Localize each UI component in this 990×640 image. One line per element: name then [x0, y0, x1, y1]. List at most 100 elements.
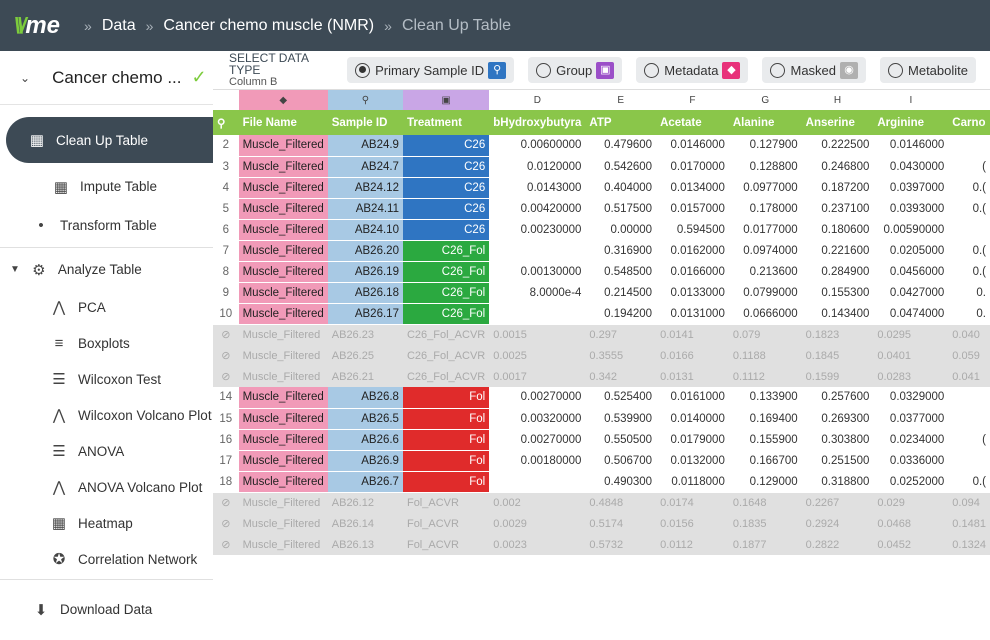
value-cell[interactable]: 0.( [948, 177, 990, 199]
file-name-cell[interactable]: Muscle_Filtered [238, 219, 328, 241]
treatment-cell[interactable]: Fol_ACVR [402, 492, 490, 513]
value-cell[interactable]: 0.094 [948, 492, 990, 513]
sample-id-cell[interactable]: AB26.9 [327, 450, 403, 472]
value-cell[interactable]: 0.( [948, 261, 990, 283]
value-cell[interactable]: 0.0252000 [873, 471, 949, 493]
column-letter[interactable] [948, 90, 990, 110]
sample-id-cell[interactable]: AB26.12 [327, 492, 403, 513]
value-cell[interactable]: 8.0000e-4 [489, 282, 586, 304]
file-name-cell[interactable]: Muscle_Filtered [238, 534, 328, 555]
table-row[interactable]: 14 Muscle_Filtered AB26.8 Fol 0.00270000 0.52… [213, 387, 990, 409]
sidebar-item-anova[interactable]: ☰ ANOVA [0, 433, 213, 469]
value-cell[interactable]: 0.0329000 [873, 387, 949, 409]
value-cell[interactable]: 0.479600 [585, 135, 657, 157]
sample-id-cell[interactable]: AB26.18 [327, 282, 403, 304]
file-name-cell[interactable]: Muscle_Filtered [238, 198, 328, 220]
value-cell[interactable]: 0.490300 [585, 471, 657, 493]
value-cell[interactable]: 0.0174 [656, 492, 729, 513]
row-number[interactable]: 3 [213, 156, 239, 178]
value-cell[interactable]: 0.169400 [728, 408, 802, 430]
value-cell[interactable]: 0.318800 [801, 471, 874, 493]
value-cell[interactable]: 0.040 [948, 324, 990, 345]
sample-id-cell[interactable]: AB26.17 [327, 303, 403, 325]
treatment-cell[interactable]: C26_Fol_ACVR [402, 366, 490, 387]
value-cell[interactable]: 0.00180000 [489, 450, 586, 472]
column-header[interactable]: Arginine [873, 110, 949, 135]
breadcrumb-project[interactable]: Cancer chemo muscle (NMR) [163, 16, 375, 34]
value-cell[interactable]: 0.1599 [801, 366, 874, 387]
app-logo[interactable]: \\/ me [14, 12, 60, 40]
sample-id-cell[interactable]: AB26.5 [327, 408, 403, 430]
value-cell[interactable]: 0.0141 [656, 324, 729, 345]
value-cell[interactable]: 0.594500 [656, 219, 729, 241]
column-letter[interactable]: G [761, 94, 770, 106]
column-letter[interactable]: F [689, 94, 696, 106]
eye-slash-icon[interactable]: ⊘ [213, 492, 239, 513]
table-row[interactable]: 6 Muscle_Filtered AB24.10 C26 0.00230000 0.00… [213, 219, 990, 241]
sample-id-cell[interactable]: AB24.11 [327, 198, 403, 220]
value-cell[interactable]: 0.00270000 [489, 387, 586, 409]
file-name-cell[interactable]: Muscle_Filtered [238, 135, 328, 157]
sidebar-item-anova-volcano-plot[interactable]: ⋀ ANOVA Volcano Plot [0, 469, 213, 505]
sidebar-item-download-data[interactable]: ⬇ Download Data [0, 590, 213, 629]
table-row[interactable]: 2 Muscle_Filtered AB24.9 C26 0.00600000 0.479… [213, 135, 990, 157]
value-cell[interactable]: 0.00130000 [489, 261, 586, 283]
value-cell[interactable]: 0.133900 [728, 387, 802, 409]
row-number[interactable]: 17 [213, 450, 239, 472]
value-cell[interactable]: 0.0029 [489, 513, 586, 534]
value-cell[interactable]: 0.1481 [948, 513, 990, 534]
file-name-cell[interactable]: Muscle_Filtered [238, 261, 328, 283]
treatment-cell[interactable]: C26_Fol [402, 261, 490, 283]
value-cell[interactable]: 0.0205000 [873, 240, 949, 262]
value-cell[interactable]: 0. [948, 303, 990, 325]
value-cell[interactable] [948, 387, 990, 409]
table-row[interactable]: 16 Muscle_Filtered AB26.6 Fol 0.00270000 0.55… [213, 429, 990, 451]
column-header[interactable]: Alanine [728, 110, 802, 135]
treatment-cell[interactable]: Fol [402, 429, 490, 451]
value-cell[interactable]: 0.129000 [728, 471, 802, 493]
value-cell[interactable]: 0.506700 [585, 450, 657, 472]
value-cell[interactable]: 0.0162000 [656, 240, 729, 262]
treatment-cell[interactable]: C26 [402, 156, 490, 178]
value-cell[interactable]: 0.0118000 [656, 471, 729, 493]
sidebar-item-impute-table[interactable]: ▦ Impute Table [0, 167, 213, 206]
value-cell[interactable]: 0.0666000 [728, 303, 802, 325]
table-row[interactable]: 17 Muscle_Filtered AB26.9 Fol 0.00180000 0.50… [213, 450, 990, 472]
value-cell[interactable]: 0.237100 [801, 198, 874, 220]
group-icon[interactable]: ▣ [402, 90, 490, 110]
value-cell[interactable]: 0.1877 [728, 534, 802, 555]
value-cell[interactable]: 0.297 [585, 324, 657, 345]
row-number[interactable]: 8 [213, 261, 239, 283]
treatment-cell[interactable]: C26_Fol [402, 240, 490, 262]
sample-id-cell[interactable]: AB26.20 [327, 240, 403, 262]
value-cell[interactable]: 0.0474000 [873, 303, 949, 325]
treatment-cell[interactable]: C26 [402, 198, 490, 220]
column-header[interactable]: Anserine [801, 110, 874, 135]
sample-id-cell[interactable]: AB24.12 [327, 177, 403, 199]
value-cell[interactable]: 0.246800 [801, 156, 874, 178]
value-cell[interactable]: 0.1845 [801, 345, 874, 366]
value-cell[interactable]: ( [948, 156, 990, 178]
value-cell[interactable]: 0.0430000 [873, 156, 949, 178]
value-cell[interactable]: 0.0161000 [656, 387, 729, 409]
masked-row[interactable]: ⊘ Muscle_Filtered AB26.23 C26_Fol_ACVR 0.001… [213, 324, 990, 345]
eye-slash-icon[interactable]: ⊘ [213, 366, 239, 387]
sample-id-cell[interactable]: AB24.9 [327, 135, 403, 157]
value-cell[interactable]: 0.221600 [801, 240, 874, 262]
value-cell[interactable]: 0.079 [728, 324, 802, 345]
file-name-cell[interactable]: Muscle_Filtered [238, 324, 328, 345]
sample-id-cell[interactable]: AB26.13 [327, 534, 403, 555]
file-name-cell[interactable]: Muscle_Filtered [238, 471, 328, 493]
value-cell[interactable]: 0.0170000 [656, 156, 729, 178]
value-cell[interactable]: 0.127900 [728, 135, 802, 157]
table-row[interactable]: 3 Muscle_Filtered AB24.7 C26 0.0120000 0.5426… [213, 156, 990, 178]
value-cell[interactable]: 0.0146000 [873, 135, 949, 157]
treatment-cell[interactable]: Fol [402, 387, 490, 409]
option-masked[interactable]: Masked ◉ [762, 57, 867, 83]
file-name-cell[interactable]: Muscle_Filtered [238, 345, 328, 366]
value-cell[interactable]: 0.143400 [801, 303, 874, 325]
option-primary-sample-id[interactable]: Primary Sample ID ⚲ [347, 57, 515, 83]
value-cell[interactable]: 0.0393000 [873, 198, 949, 220]
masked-row[interactable]: ⊘ Muscle_Filtered AB26.25 C26_Fol_ACVR 0.002… [213, 345, 990, 366]
value-cell[interactable]: 0.0143000 [489, 177, 586, 199]
